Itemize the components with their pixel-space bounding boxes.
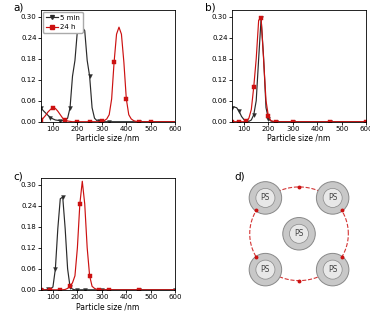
Circle shape	[316, 253, 349, 286]
Circle shape	[249, 182, 282, 214]
Circle shape	[323, 260, 342, 279]
Circle shape	[289, 224, 309, 243]
Circle shape	[256, 260, 275, 279]
Text: b): b)	[205, 3, 215, 13]
X-axis label: Particle size /nm: Particle size /nm	[76, 302, 139, 311]
Text: PS: PS	[295, 229, 304, 238]
Text: a): a)	[14, 3, 24, 13]
Text: PS: PS	[261, 194, 270, 203]
Text: d): d)	[234, 171, 245, 181]
Circle shape	[283, 218, 315, 250]
Circle shape	[323, 188, 342, 207]
X-axis label: Particle size /nm: Particle size /nm	[76, 134, 139, 143]
Text: PS: PS	[261, 265, 270, 274]
Text: PS: PS	[328, 265, 337, 274]
Circle shape	[256, 188, 275, 207]
Legend: 5 min, 24 h: 5 min, 24 h	[43, 12, 83, 33]
Text: PS: PS	[328, 194, 337, 203]
X-axis label: Particle size /nm: Particle size /nm	[268, 134, 331, 143]
Circle shape	[249, 253, 282, 286]
Text: c): c)	[14, 171, 24, 181]
Circle shape	[316, 182, 349, 214]
